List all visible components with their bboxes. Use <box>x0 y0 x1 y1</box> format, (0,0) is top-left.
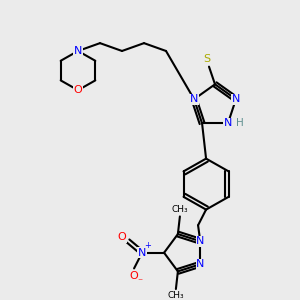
Text: N: N <box>232 94 240 104</box>
Text: CH₃: CH₃ <box>168 291 184 300</box>
Text: N: N <box>196 236 204 246</box>
Text: N: N <box>196 259 204 269</box>
Text: N: N <box>190 94 198 104</box>
Text: S: S <box>203 54 211 64</box>
Text: N: N <box>224 118 232 128</box>
Text: O: O <box>130 271 138 281</box>
Text: CH₃: CH₃ <box>172 205 188 214</box>
Text: O: O <box>74 85 82 95</box>
Text: +: + <box>145 242 152 250</box>
Text: H: H <box>236 118 244 128</box>
Text: N: N <box>138 248 146 258</box>
Text: O: O <box>118 232 126 242</box>
Text: ⁻: ⁻ <box>137 277 142 287</box>
Text: N: N <box>74 46 82 56</box>
